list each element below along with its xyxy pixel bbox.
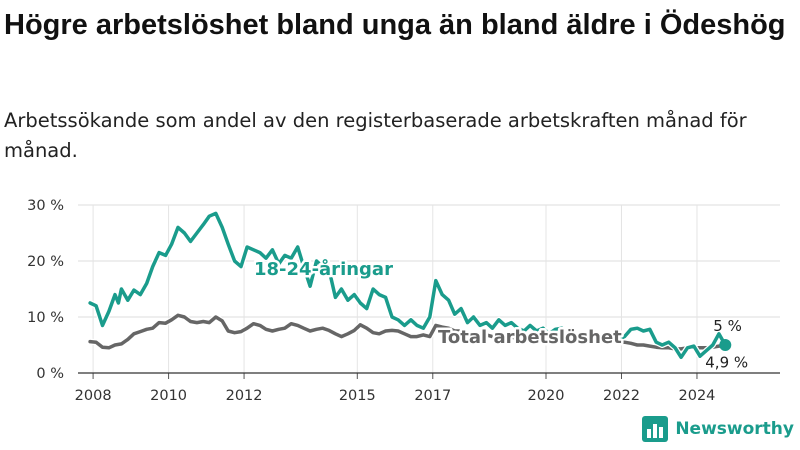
- axis-layer: 0 % 10 % 20 % 30 % 2008 2010 2012 2015 2017 2020 2…: [27, 198, 780, 404]
- y-tick-label: 20 %: [27, 254, 64, 270]
- youth-end-value-label: 5 %: [713, 317, 742, 335]
- x-tick-label: 2022: [603, 388, 640, 404]
- x-tick-label: 2017: [414, 388, 451, 404]
- youth-series-line: [88, 211, 728, 360]
- series-layer: [87, 210, 732, 361]
- x-tick-label: 2020: [528, 388, 565, 404]
- y-tick-label: 0 %: [36, 366, 64, 382]
- x-tick-label: 2012: [226, 388, 263, 404]
- y-tick-label: 30 %: [27, 198, 64, 214]
- x-tick-label: 2015: [339, 388, 376, 404]
- x-tick-label: 2010: [150, 388, 187, 404]
- youth-end-marker: [719, 339, 732, 351]
- x-tick-label: 2024: [679, 388, 716, 404]
- brand-logo: Newsworthy: [642, 416, 794, 442]
- total-series-label: Total arbetslöshet: [438, 327, 622, 348]
- bar-chart-logo-icon: [642, 416, 669, 442]
- label-layer: 18-24-åringar Total arbetslöshet 5 % 4,9 %: [252, 256, 751, 374]
- page-title: Högre arbetslöshet bland unga än bland ä…: [4, 9, 786, 41]
- y-tick-label: 10 %: [27, 310, 64, 326]
- youth-series-label: 18-24-åringar: [254, 258, 393, 280]
- brand-name: Newsworthy: [675, 419, 794, 439]
- page-subtitle: Arbetssökande som andel av den registerb…: [4, 109, 747, 162]
- total-end-value-label: 4,9 %: [705, 354, 748, 372]
- x-tick-label: 2008: [75, 388, 112, 404]
